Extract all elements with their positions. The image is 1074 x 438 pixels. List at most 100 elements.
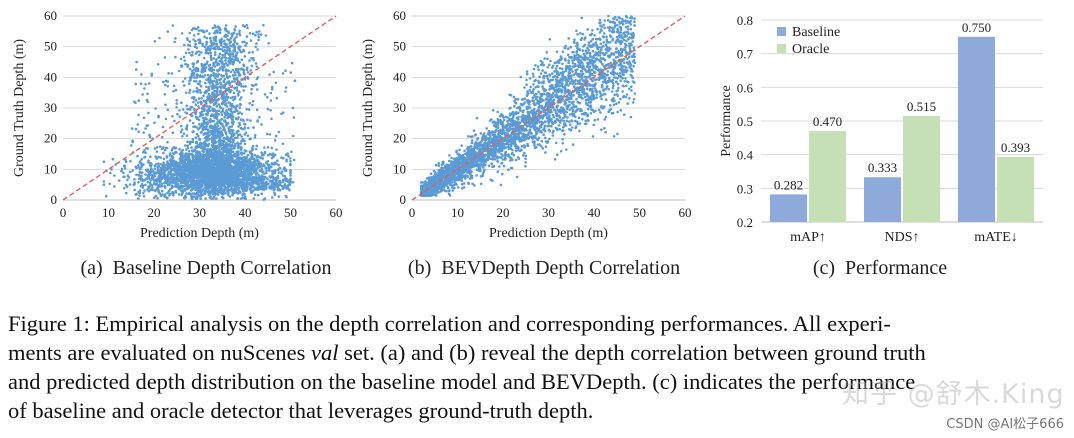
scatter-point bbox=[218, 105, 222, 108]
scatter-point bbox=[242, 89, 245, 92]
scatter-point bbox=[583, 75, 586, 79]
scatter-point bbox=[188, 158, 191, 161]
scatter-point bbox=[204, 81, 207, 85]
scatter-point bbox=[232, 187, 236, 190]
scatter-point bbox=[232, 39, 236, 42]
scatter-point bbox=[245, 35, 249, 38]
scatter-point bbox=[206, 128, 210, 132]
scatter-point bbox=[266, 159, 270, 163]
scatter-point bbox=[262, 153, 265, 157]
scatter-point bbox=[216, 63, 219, 67]
scatter-point bbox=[608, 29, 611, 32]
scatter-point bbox=[205, 131, 209, 135]
scatter-point bbox=[157, 178, 160, 182]
scatter-point bbox=[625, 84, 628, 88]
scatter-point bbox=[556, 153, 559, 156]
scatter-point bbox=[188, 89, 192, 92]
scatter-point bbox=[198, 53, 201, 57]
scatter-point bbox=[188, 142, 192, 146]
scatter-point bbox=[501, 172, 504, 176]
scatter-point bbox=[230, 32, 233, 36]
scatter-point bbox=[192, 195, 196, 199]
scatter-point bbox=[137, 197, 140, 200]
scatter-point bbox=[149, 182, 152, 186]
scatter-point bbox=[164, 79, 168, 83]
scatter-point bbox=[255, 159, 259, 162]
scatter-point bbox=[212, 140, 216, 144]
scatter-point bbox=[226, 192, 230, 195]
scatter-point bbox=[200, 101, 203, 105]
scatter-point bbox=[231, 193, 234, 197]
scatter-point bbox=[256, 193, 260, 197]
scatter-point bbox=[203, 163, 206, 167]
scatter-point bbox=[195, 50, 199, 54]
scatter-point bbox=[239, 148, 243, 151]
scatter-point bbox=[502, 164, 506, 168]
scatter-point bbox=[226, 63, 230, 67]
scatter-point bbox=[213, 79, 216, 83]
scatter-point bbox=[199, 194, 203, 198]
scatter-point bbox=[200, 189, 204, 192]
scatter-point bbox=[160, 166, 164, 169]
scatter-point bbox=[133, 188, 136, 192]
scatter-point bbox=[197, 97, 201, 100]
scatter-point bbox=[159, 145, 162, 148]
scatter-point bbox=[231, 140, 235, 144]
scatter-point bbox=[596, 27, 599, 31]
scatter-point bbox=[256, 188, 260, 192]
scatter-point bbox=[157, 164, 161, 168]
scatter-point bbox=[220, 57, 223, 61]
scatter-point bbox=[211, 93, 214, 96]
scatter-point bbox=[236, 70, 240, 73]
scatter-point bbox=[226, 181, 229, 185]
x-tick-label: 40 bbox=[239, 205, 252, 220]
scatter-point bbox=[205, 117, 208, 121]
scatter-point bbox=[250, 167, 254, 170]
scatter-point bbox=[271, 196, 274, 199]
scatter-point bbox=[209, 51, 212, 55]
scatter-point bbox=[269, 99, 273, 102]
scatter-point bbox=[210, 100, 214, 104]
scatter-point bbox=[249, 173, 253, 176]
scatter-point bbox=[270, 85, 274, 89]
scatter-point bbox=[249, 119, 252, 122]
scatter-point bbox=[265, 171, 268, 175]
scatter-point bbox=[247, 126, 250, 130]
scatter-point bbox=[152, 196, 156, 199]
scatter-point bbox=[208, 32, 211, 35]
scatter-point bbox=[164, 117, 168, 121]
scatter-point bbox=[218, 52, 222, 56]
scatter-point bbox=[211, 68, 215, 72]
scatter-point bbox=[167, 189, 171, 193]
scatter-point bbox=[158, 171, 161, 175]
scatter-point bbox=[232, 91, 236, 95]
scatter-point bbox=[133, 178, 136, 181]
scatter-point bbox=[237, 146, 240, 150]
scatter-point bbox=[108, 182, 111, 186]
scatter-point bbox=[144, 83, 147, 86]
scatter-point bbox=[158, 192, 162, 195]
scatter-point bbox=[172, 194, 175, 197]
scatter-point bbox=[209, 56, 213, 59]
scatter-point bbox=[289, 71, 293, 74]
scatter-point bbox=[206, 148, 210, 152]
scatter-point bbox=[142, 131, 145, 134]
scatter-point bbox=[166, 30, 170, 33]
scatter-point bbox=[178, 115, 182, 118]
scatter-point bbox=[213, 36, 217, 40]
scatter-point bbox=[186, 158, 189, 161]
scatter-point bbox=[207, 87, 211, 91]
scatter-point bbox=[288, 157, 292, 160]
scatter-point bbox=[178, 109, 181, 112]
scatter-point bbox=[160, 189, 164, 193]
scatter-point bbox=[212, 57, 216, 60]
scatter-point bbox=[132, 183, 135, 187]
scatter-point bbox=[217, 109, 221, 112]
scatter-point bbox=[225, 147, 228, 151]
scatter-point bbox=[181, 108, 185, 111]
scatter-point bbox=[172, 191, 175, 195]
scatter-point bbox=[190, 149, 194, 152]
scatter-point bbox=[227, 165, 231, 168]
scatter-point bbox=[186, 140, 189, 143]
scatter-point bbox=[219, 162, 223, 166]
